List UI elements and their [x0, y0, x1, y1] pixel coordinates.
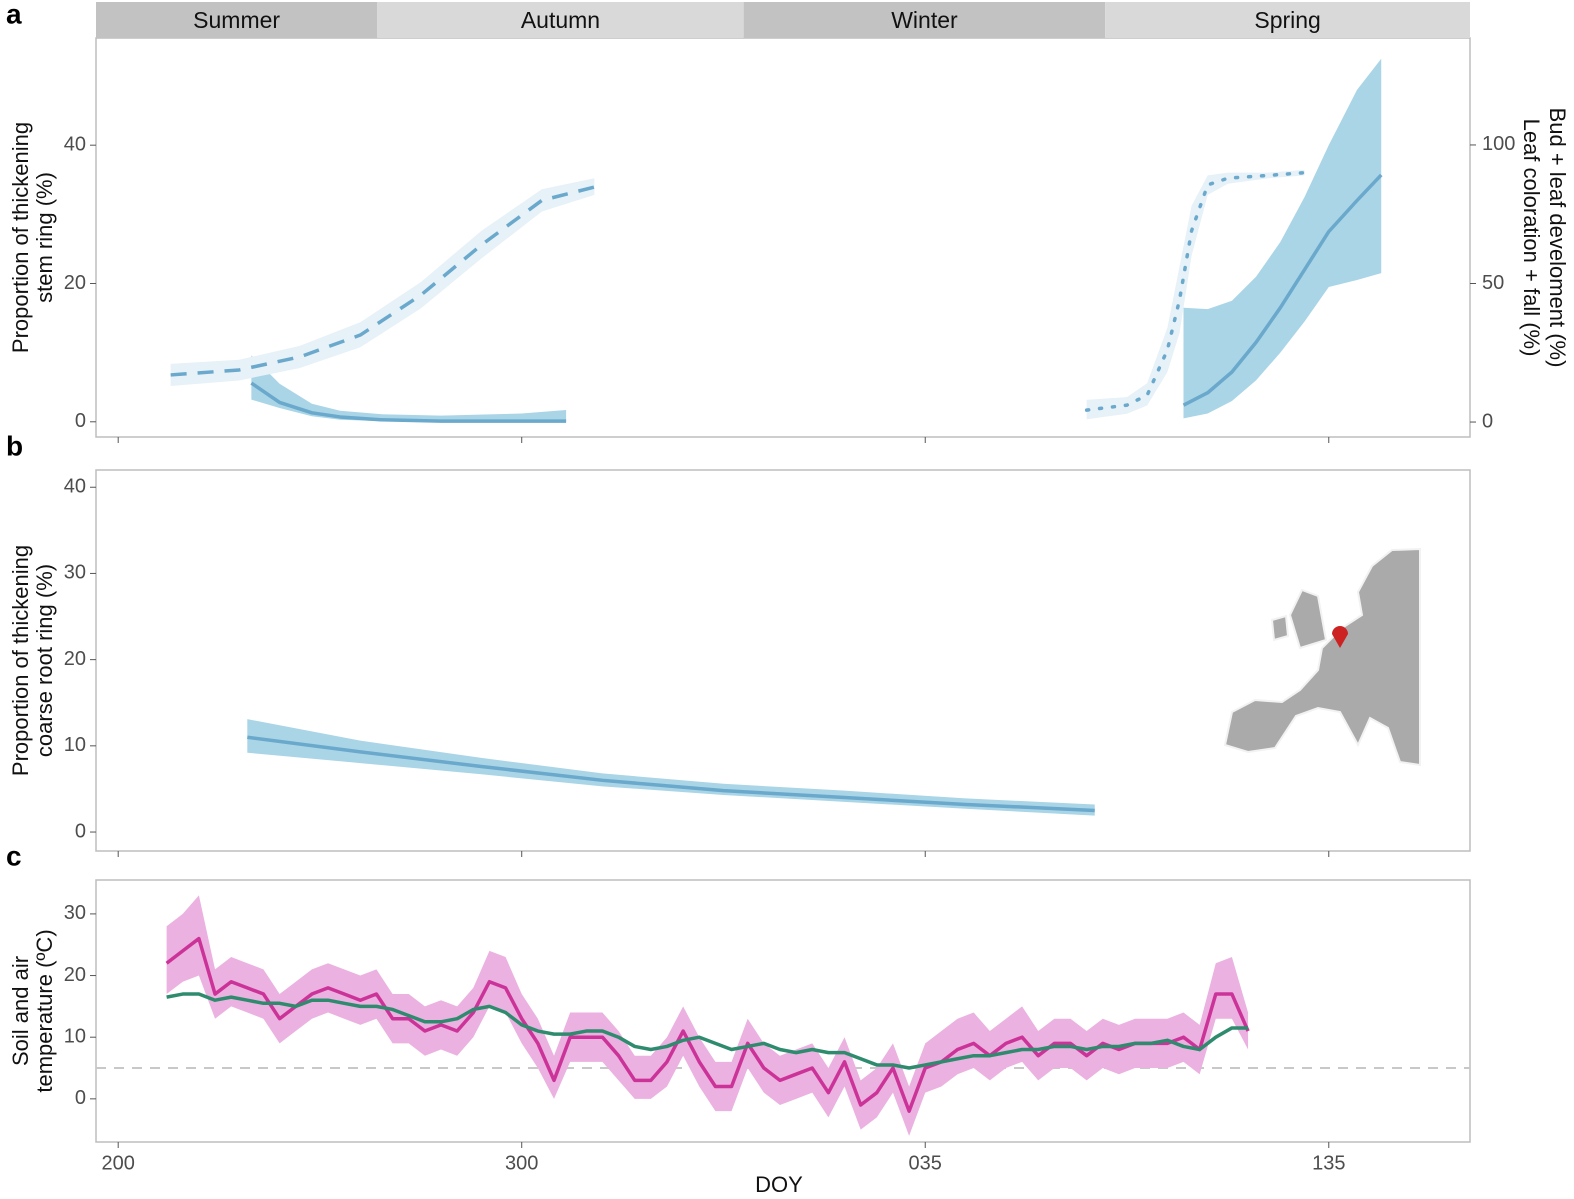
season-band [743, 2, 1106, 38]
series-line [170, 185, 595, 377]
panel: c 0 10 20 30 200 300 035 135 DOY Soil and air tempe… [6, 840, 1471, 1197]
panel-label: a [6, 0, 22, 29]
season-band [377, 2, 744, 38]
y2-tick-label: 50 [1482, 272, 1504, 294]
y2-axis-label: Leaf coloration + fall (%) [1519, 119, 1544, 357]
series-line [1084, 170, 1307, 412]
season-label: Winter [891, 7, 958, 33]
y-tick-label: 40 [64, 133, 86, 155]
y2-axis-label: Bud + leaf develoment (%) [1545, 108, 1570, 368]
y-axis-label: temperature (ºC) [32, 929, 57, 1092]
y-tick-label: 30 [64, 902, 86, 924]
series-line [166, 992, 1249, 1070]
confidence-band [166, 895, 1249, 1136]
season-label: Autumn [521, 7, 600, 33]
y-tick-label: 30 [64, 562, 86, 584]
y-tick-label: 0 [75, 1087, 86, 1109]
y-tick-label: 40 [64, 476, 86, 498]
series-line [250, 381, 567, 423]
confidence-band [170, 178, 595, 387]
x-tick-label: 200 [102, 1152, 135, 1174]
x-tick-label: 300 [505, 1152, 538, 1174]
x-axis-label: DOY [755, 1172, 803, 1197]
y-axis-label: Proportion of thickening [8, 122, 33, 353]
series-line [165, 936, 1250, 1113]
panel: b 0 10 20 30 40 Proportion of thickening coarse… [6, 430, 1471, 857]
season-label: Summer [193, 7, 280, 33]
y-tick-label: 0 [75, 410, 86, 432]
plot-area [95, 37, 1471, 438]
confidence-band [1183, 58, 1382, 419]
y-tick-label: 20 [64, 648, 86, 670]
y-axis-label: coarse root ring (%) [32, 564, 57, 757]
series-line [1182, 173, 1383, 407]
x-tick-label: 035 [909, 1152, 942, 1174]
map-pin [1332, 626, 1348, 648]
y-axis-label: Proportion of thickening [8, 545, 33, 776]
y-axis-label: stem ring (%) [32, 172, 57, 303]
map-europe [1223, 547, 1421, 767]
y-tick-label: 20 [64, 272, 86, 294]
y-tick-label: 10 [64, 1025, 86, 1047]
series-line [247, 735, 1095, 813]
y-tick-label: 0 [75, 820, 86, 842]
panel-label: c [6, 840, 22, 871]
season-label: Spring [1254, 7, 1320, 33]
confidence-band [251, 355, 567, 422]
season-band [1105, 2, 1470, 38]
season-band [96, 2, 378, 38]
y2-tick-label: 0 [1482, 410, 1493, 432]
map-inset [1223, 547, 1421, 767]
map-isles [1270, 588, 1328, 650]
y-tick-label: 20 [64, 964, 86, 986]
y-tick-label: 10 [64, 734, 86, 756]
panel-label: b [6, 430, 23, 461]
x-tick-label: 135 [1312, 1152, 1345, 1174]
y2-tick-label: 100 [1482, 133, 1515, 155]
panel: a Summer Autumn Winter Spring 0 20 40 0 50 100 Prop… [6, 0, 1570, 443]
y-axis-label: Soil and air [8, 956, 33, 1066]
